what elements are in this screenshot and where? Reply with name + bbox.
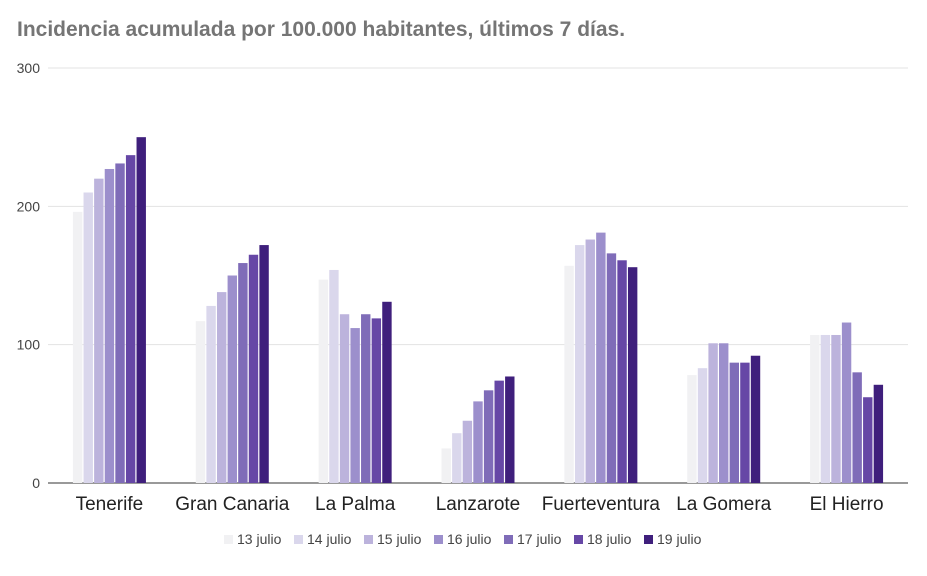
y-axis-ticks: 0 100 200 300: [17, 60, 41, 491]
legend-swatch: [644, 535, 653, 544]
bar: [473, 401, 483, 483]
bar: [483, 390, 494, 483]
bar: [494, 380, 504, 483]
legend-swatch: [574, 535, 583, 544]
bar: [136, 137, 146, 483]
x-tick-label: El Hierro: [810, 494, 884, 515]
bar: [371, 318, 382, 483]
legend-label: 17 julio: [517, 531, 562, 547]
bar: [873, 384, 884, 483]
legend: 13 julio 14 julio 15 julio 16 julio 17 julio…: [224, 531, 702, 547]
y-tick-label: 300: [17, 60, 41, 76]
bar: [248, 254, 259, 483]
legend-label: 18 julio: [587, 531, 632, 547]
bar: [719, 343, 729, 483]
chart-title: Incidencia acumulada por 100.000 habitan…: [17, 18, 625, 41]
legend-label: 13 julio: [237, 531, 282, 547]
bar: [627, 267, 638, 483]
x-tick-label: Tenerife: [76, 494, 144, 515]
bar: [227, 275, 237, 483]
bar: [350, 328, 360, 483]
y-tick-label: 100: [17, 337, 41, 353]
bar: [841, 322, 852, 483]
bar: [729, 362, 740, 483]
x-tick-label: La Gomera: [676, 494, 771, 515]
legend-swatch: [434, 535, 443, 544]
bar: [505, 376, 515, 483]
bar: [83, 192, 93, 483]
legend-label: 16 julio: [447, 531, 492, 547]
legend-label: 14 julio: [307, 531, 352, 547]
bar: [585, 239, 595, 483]
bar: [852, 372, 862, 483]
bar: [441, 448, 451, 483]
bar: [238, 263, 248, 483]
bar: [382, 301, 392, 483]
bar: [617, 260, 627, 483]
legend-label: 15 julio: [377, 531, 422, 547]
bar: [104, 168, 115, 483]
legend-swatch: [294, 535, 303, 544]
bar: [740, 362, 750, 483]
bar: [206, 305, 216, 483]
x-tick-label: Fuerteventura: [542, 494, 661, 515]
bar: [216, 292, 227, 483]
x-tick-label: Lanzarote: [436, 494, 521, 515]
bar: [820, 334, 831, 483]
bar: [462, 420, 473, 483]
bar: [564, 265, 574, 483]
y-tick-label: 0: [32, 475, 40, 491]
bar: [606, 253, 617, 483]
bar: [115, 163, 125, 483]
bar: [195, 321, 206, 483]
bar: [259, 245, 269, 483]
bar: [863, 397, 873, 483]
bar: [361, 314, 371, 483]
y-tick-label: 200: [17, 198, 41, 214]
legend-swatch: [224, 535, 233, 544]
bar: [596, 232, 606, 483]
bar: [574, 245, 585, 483]
x-tick-label: La Palma: [315, 494, 396, 515]
bars: [72, 137, 884, 483]
bar: [750, 355, 761, 483]
bar: [708, 343, 718, 483]
bar: [810, 334, 820, 483]
bar: [339, 314, 350, 483]
bar: [831, 334, 841, 483]
x-axis-ticks: Tenerife Gran Canaria La Palma Lanzarote Fue…: [76, 494, 884, 515]
bar: [125, 155, 136, 483]
bar: [452, 433, 462, 483]
legend-label: 19 julio: [657, 531, 702, 547]
bar: [329, 269, 339, 483]
bar: [687, 375, 697, 483]
legend-swatch: [364, 535, 373, 544]
bar: [318, 279, 329, 483]
bar: [94, 178, 104, 483]
bar: [697, 368, 708, 483]
x-tick-label: Gran Canaria: [175, 494, 289, 515]
legend-swatch: [504, 535, 513, 544]
bar: [72, 211, 83, 483]
